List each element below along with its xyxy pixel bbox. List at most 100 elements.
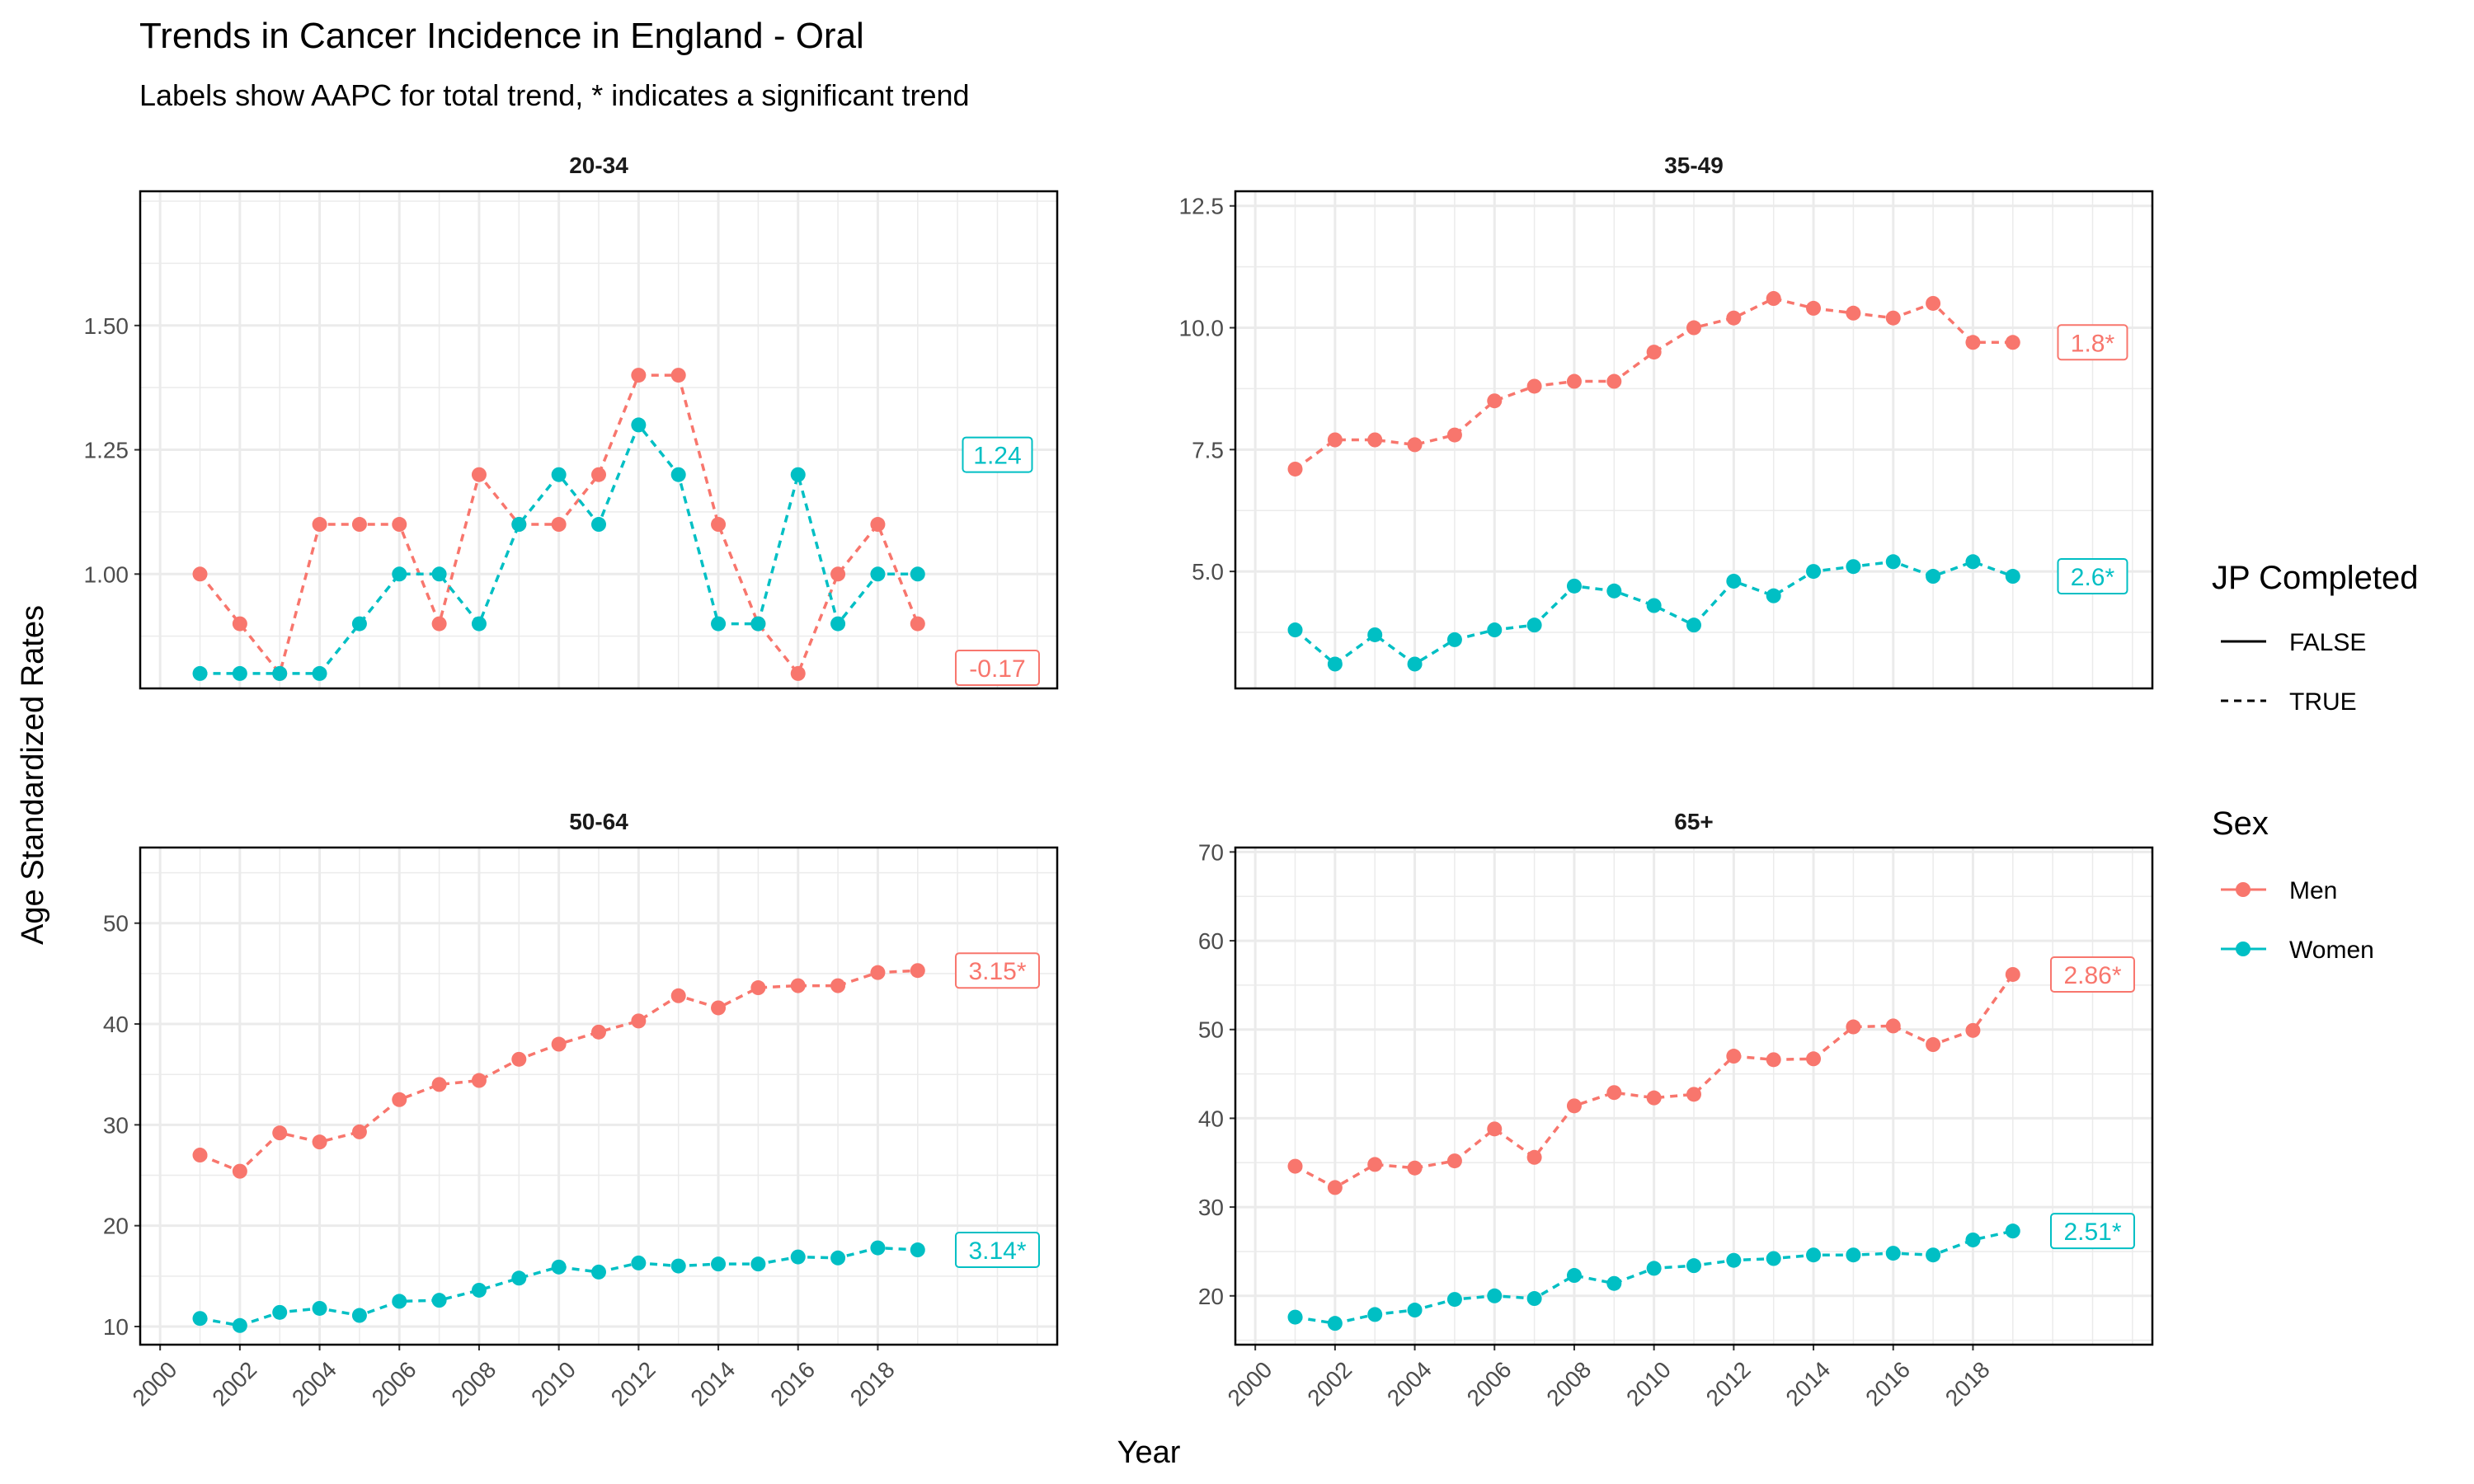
data-point	[750, 980, 766, 996]
data-point	[1686, 1087, 1701, 1102]
data-point	[1407, 1303, 1423, 1318]
x-axis-title: Year	[1117, 1435, 1181, 1470]
legend-sex-title: Sex	[2212, 805, 2269, 842]
data-point	[1766, 1052, 1781, 1068]
data-point	[631, 417, 647, 433]
data-point	[1287, 1309, 1303, 1325]
data-point	[312, 1300, 327, 1316]
panel-border	[1234, 846, 2154, 1346]
data-point	[551, 1036, 567, 1052]
data-point	[351, 1124, 367, 1139]
aapc-label-men: 1.8*	[2057, 324, 2128, 361]
x-tick-label: 2014	[1780, 1356, 1835, 1411]
x-tick-label: 2012	[1701, 1356, 1756, 1411]
data-point	[1446, 1153, 1462, 1169]
data-point	[511, 1270, 527, 1286]
data-point	[670, 467, 686, 482]
x-tick-label: 2016	[1860, 1356, 1915, 1411]
data-point	[431, 1077, 447, 1092]
data-point	[830, 566, 846, 582]
data-point	[1327, 656, 1343, 672]
panel-border	[139, 846, 1059, 1346]
data-point	[631, 1255, 647, 1270]
data-point	[511, 1051, 527, 1067]
x-tick-label: 2008	[1541, 1356, 1596, 1411]
data-point	[711, 616, 727, 632]
aapc-label-text: 1.8*	[2071, 330, 2115, 357]
x-tick-label: 2000	[1223, 1356, 1277, 1411]
data-point	[790, 1249, 806, 1265]
y-tick-label: 50	[103, 911, 129, 937]
data-point	[1407, 437, 1423, 453]
data-point	[1646, 1090, 1662, 1106]
legend-label-men: Men	[2289, 877, 2337, 904]
aapc-label-women: 2.6*	[2057, 558, 2128, 595]
data-point	[1526, 618, 1542, 633]
data-point	[1327, 1316, 1343, 1331]
aapc-label-text: 3.14*	[968, 1237, 1026, 1265]
panel-title-50-64: 50-64	[569, 809, 628, 834]
panel-35-49: 35-49 5.0 7.5 10.0 12.5 1.8* 2.6*	[1179, 153, 2154, 690]
aapc-label-text: 2.51*	[2063, 1219, 2121, 1246]
data-point	[232, 616, 247, 632]
data-point	[1287, 461, 1303, 477]
data-point	[1926, 1247, 1941, 1263]
panel-title-20-34: 20-34	[569, 153, 628, 178]
data-point	[1686, 618, 1701, 633]
data-point	[1965, 554, 1981, 570]
data-point	[1446, 427, 1462, 443]
aapc-label-box	[954, 1232, 1040, 1269]
data-point	[591, 517, 606, 533]
x-tick-label: 2000	[128, 1356, 182, 1411]
data-point	[1606, 583, 1622, 599]
data-point	[312, 517, 327, 533]
data-point	[192, 1311, 208, 1327]
aapc-label-box	[2049, 1213, 2135, 1250]
data-point	[1367, 1307, 1383, 1322]
data-point	[1726, 1049, 1742, 1064]
data-point	[750, 616, 766, 632]
gridlines	[140, 191, 1057, 688]
data-point	[1566, 373, 1582, 389]
data-point	[431, 616, 447, 632]
aapc-label-box	[2057, 324, 2128, 361]
aapc-label-women: 2.51*	[2049, 1213, 2135, 1250]
data-point	[1766, 291, 1781, 307]
data-point	[1407, 1160, 1423, 1176]
data-point	[910, 566, 925, 582]
data-point	[1487, 622, 1503, 638]
data-point	[232, 1317, 247, 1333]
panel-20-34: 20-34 1.00 1.25 1.50 -0.17 1.24	[84, 153, 1059, 690]
data-point	[192, 1148, 208, 1163]
data-point	[1686, 1258, 1701, 1274]
data-point	[1446, 1292, 1462, 1308]
panels-group: 20-34 1.00 1.25 1.50 -0.17 1.24 35-49 5.0 7.5 10.…	[84, 153, 2154, 1411]
legend-label-true: TRUE	[2289, 688, 2357, 716]
data-point	[471, 467, 487, 482]
data-point	[1526, 1149, 1542, 1165]
panel-title-35-49: 35-49	[1664, 153, 1724, 178]
data-point	[670, 1258, 686, 1274]
data-point	[351, 616, 367, 632]
data-point	[1726, 573, 1742, 589]
y-tick-label: 1.25	[84, 438, 129, 463]
data-point	[1606, 1085, 1622, 1101]
gridlines	[140, 848, 1057, 1345]
data-point	[1526, 1291, 1542, 1307]
y-tick-label: 40	[1198, 1106, 1224, 1131]
y-tick-label: 10.0	[1179, 316, 1225, 341]
x-tick-label: 2010	[526, 1356, 581, 1411]
data-point	[910, 963, 925, 979]
data-point	[1487, 393, 1503, 409]
aapc-label-men: 3.15*	[954, 952, 1040, 989]
data-point	[312, 665, 327, 681]
data-point	[471, 1073, 487, 1088]
data-point	[1965, 1232, 1981, 1247]
data-point	[551, 467, 567, 482]
x-tick-label: 2016	[765, 1356, 820, 1411]
aapc-label-men: -0.17	[954, 650, 1040, 686]
series-women-50-64: 3.14*	[192, 1232, 1040, 1333]
data-point	[192, 566, 208, 582]
y-tick-label: 50	[1198, 1017, 1224, 1043]
